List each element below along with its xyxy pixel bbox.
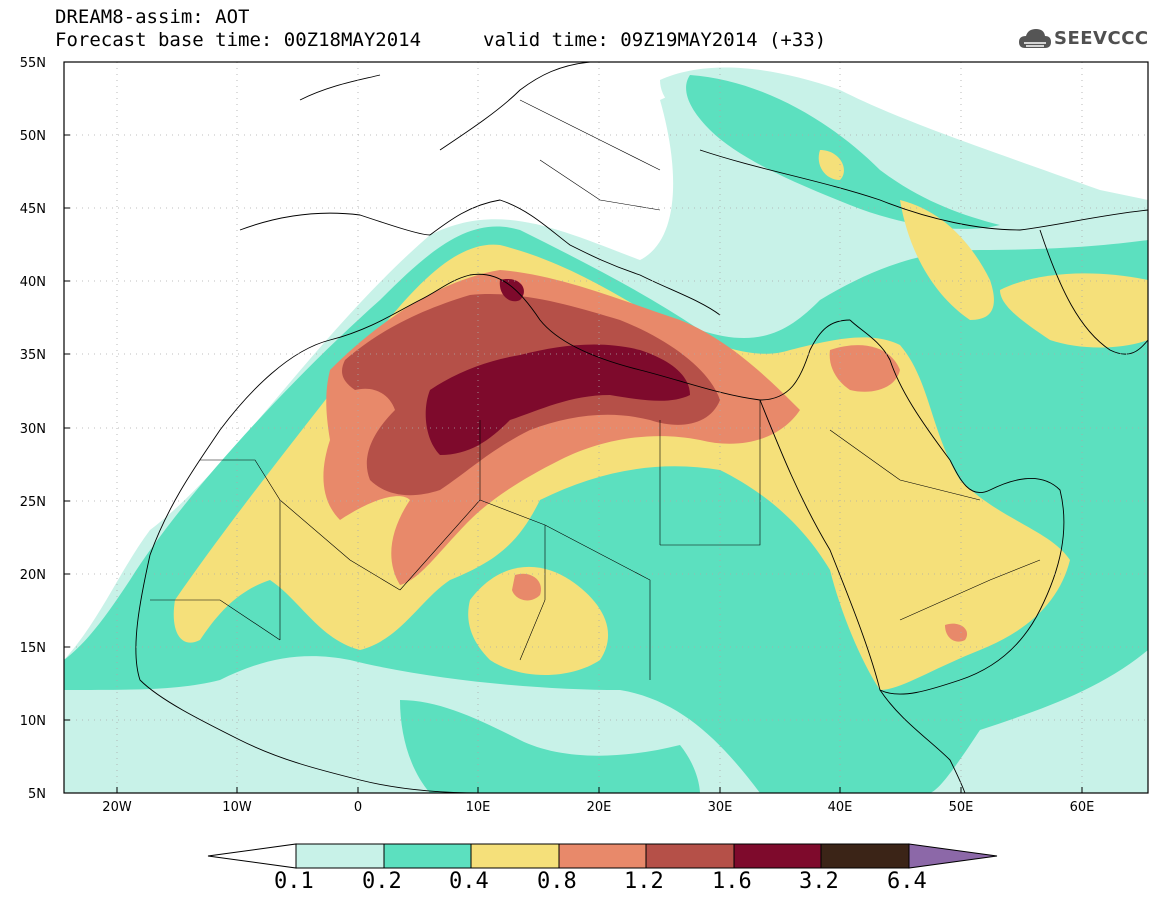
colorbar [207, 843, 998, 869]
lon-label: 40E [828, 800, 853, 815]
map-title: DREAM8-assim: AOT [55, 6, 250, 28]
lat-label: 10N [20, 714, 46, 729]
forecast-base-time: Forecast base time: 00Z18MAY2014 [55, 29, 422, 51]
coastlines [135, 62, 1148, 793]
colorbar-label: 3.2 [799, 869, 839, 894]
lat-label: 15N [20, 641, 46, 656]
cloud-icon [1019, 29, 1051, 48]
aot-contours [64, 67, 1148, 793]
colorbar-bin [383, 843, 472, 869]
seevccc-logo: SEEVCCC [1018, 26, 1148, 56]
lat-label: 30N [20, 422, 46, 437]
colorbar-label: 0.2 [362, 869, 402, 894]
lon-label: 0 [354, 800, 362, 815]
lon-labels: 20W 10W 0 10E 20E 30E 40E 50E 60E [102, 800, 1094, 815]
colorbar-label: 1.6 [712, 869, 752, 894]
colorbar-label: 0.1 [274, 869, 314, 894]
colorbar-bin [645, 843, 735, 869]
contour-level-1.6 [425, 279, 690, 455]
lon-label: 30E [708, 800, 733, 815]
lat-label: 35N [20, 348, 46, 363]
colorbar-low-arrow [207, 843, 297, 869]
colorbar-high-arrow [908, 843, 998, 869]
valid-time: valid time: 09Z19MAY2014 (+33) [483, 29, 827, 51]
colorbar-bin [470, 843, 560, 869]
lon-label: 60E [1070, 800, 1095, 815]
lon-label: 50E [949, 800, 974, 815]
colorbar-bin [558, 843, 647, 869]
lat-label: 45N [20, 202, 46, 217]
logo-text: SEEVCCC [1054, 28, 1149, 49]
colorbar-bin [295, 843, 385, 869]
lat-label: 20N [20, 568, 46, 583]
colorbar-label: 6.4 [887, 869, 927, 894]
colorbar-bin [820, 843, 910, 869]
lat-label: 5N [28, 787, 46, 802]
lat-labels: 55N 50N 45N 40N 35N 30N 25N 20N 15N 10N … [20, 56, 46, 802]
graticule [64, 62, 1148, 793]
lon-label: 10E [466, 800, 491, 815]
colorbar-label: 0.8 [537, 869, 577, 894]
lon-label: 20W [102, 800, 132, 815]
lon-label: 20E [587, 800, 612, 815]
lat-label: 25N [20, 495, 46, 510]
lat-label: 50N [20, 129, 46, 144]
colorbar-bin [733, 843, 822, 869]
lon-label: 10W [222, 800, 252, 815]
lat-label: 55N [20, 56, 46, 71]
colorbar-label: 0.4 [449, 869, 489, 894]
borders [150, 99, 1041, 680]
tick-marks [64, 61, 1083, 794]
colorbar-label: 1.2 [624, 869, 664, 894]
lat-label: 40N [20, 275, 46, 290]
